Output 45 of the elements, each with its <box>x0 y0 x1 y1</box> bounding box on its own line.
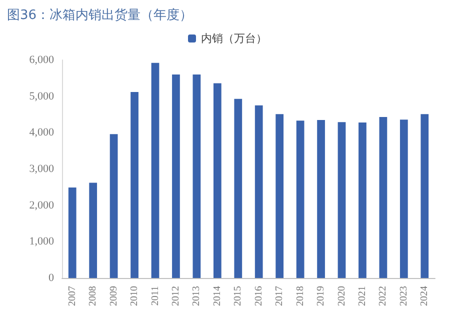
bar <box>192 74 201 278</box>
x-tick-label: 2016 <box>253 286 264 306</box>
bar <box>172 74 180 278</box>
bar <box>68 188 76 278</box>
bar <box>296 120 304 278</box>
x-tick-label: 2023 <box>398 286 410 306</box>
chart-title: 图36：冰箱内销出货量（年度） <box>7 7 193 23</box>
bar <box>358 122 366 278</box>
x-tick-label: 2022 <box>378 286 389 306</box>
x-tick-label: 2014 <box>212 286 223 306</box>
bar <box>400 120 408 278</box>
x-tick-label: 2007 <box>66 286 78 306</box>
bar <box>213 83 222 278</box>
x-tick-label: 2024 <box>419 286 430 306</box>
x-tick-label: 2008 <box>88 286 99 306</box>
y-tick-label: 0 <box>48 272 54 284</box>
x-tick-label: 2009 <box>108 286 120 306</box>
x-tick-label: 2018 <box>294 286 306 306</box>
bar <box>130 92 138 278</box>
legend-label: 内销（万台） <box>201 32 267 45</box>
x-tick-label: 2017 <box>274 286 286 306</box>
x-tick-label: 2015 <box>232 286 244 306</box>
x-tick-label: 2021 <box>356 286 368 306</box>
bar <box>317 120 325 278</box>
x-tick-label: 2011 <box>150 286 161 306</box>
x-tick-label: 2020 <box>336 286 348 306</box>
bar <box>110 134 118 278</box>
bar <box>379 117 388 278</box>
x-tick-label: 2019 <box>316 286 327 306</box>
y-tick-label: 6,000 <box>29 54 54 66</box>
bar <box>151 62 160 278</box>
bar <box>420 114 429 278</box>
x-tick-label: 2012 <box>170 286 182 306</box>
y-tick-label: 3,000 <box>29 163 54 175</box>
bar <box>254 105 263 278</box>
x-tick-label: 2010 <box>129 286 140 306</box>
bar <box>276 114 284 278</box>
y-tick-label: 1,000 <box>29 236 54 248</box>
y-tick-label: 4,000 <box>29 126 54 139</box>
bar <box>234 98 242 278</box>
y-tick-label: 5,000 <box>29 90 54 102</box>
bar <box>338 122 346 278</box>
x-tick-label: 2013 <box>191 286 202 306</box>
y-tick-label: 2,000 <box>29 199 54 212</box>
bar <box>89 182 98 278</box>
